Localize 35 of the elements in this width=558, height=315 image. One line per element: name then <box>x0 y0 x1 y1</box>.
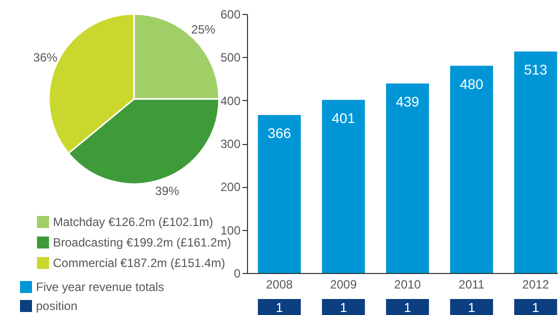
data-label: 1 <box>404 300 412 315</box>
data-label: 366 <box>268 125 292 142</box>
category-label: position <box>36 299 78 313</box>
data-label: 480 <box>460 76 484 92</box>
data-label: 401 <box>332 110 356 126</box>
bar <box>258 115 301 273</box>
y-tick-label: 400 <box>220 94 241 108</box>
data-label: 36% <box>33 50 58 64</box>
bar <box>514 52 558 273</box>
y-tick-label: 600 <box>220 8 241 22</box>
data-label: 1 <box>532 300 540 315</box>
data-label: 1 <box>468 300 476 315</box>
legend-label: Commercial €187.2m (£151.4m) <box>53 256 226 270</box>
legend-label: Broadcasting €199.2m (£161.2m) <box>53 236 232 250</box>
x-tick-label: 2012 <box>522 278 550 292</box>
data-label: 25% <box>191 22 216 37</box>
data-label: 1 <box>340 300 348 315</box>
legend-label: Matchday €126.2m (£102.1m) <box>53 215 214 229</box>
y-tick-label: 300 <box>220 137 241 151</box>
x-tick-label: 2008 <box>266 278 294 292</box>
data-label: 439 <box>396 94 420 110</box>
y-tick-label: 100 <box>220 223 241 238</box>
bar <box>322 100 365 273</box>
data-label: 1 <box>276 300 283 315</box>
x-tick-label: 2010 <box>394 278 422 292</box>
bar <box>450 66 494 273</box>
data-label: 513 <box>524 62 548 78</box>
y-tick-label: 0 <box>234 266 241 280</box>
x-tick-label: 2011 <box>458 278 485 292</box>
y-tick-label: 200 <box>220 180 241 194</box>
legend-label: Five year revenue totals <box>36 280 164 294</box>
y-tick-label: 500 <box>220 50 241 65</box>
bar <box>386 84 429 273</box>
x-tick-label: 2009 <box>330 278 358 292</box>
data-label: 39% <box>155 184 180 198</box>
